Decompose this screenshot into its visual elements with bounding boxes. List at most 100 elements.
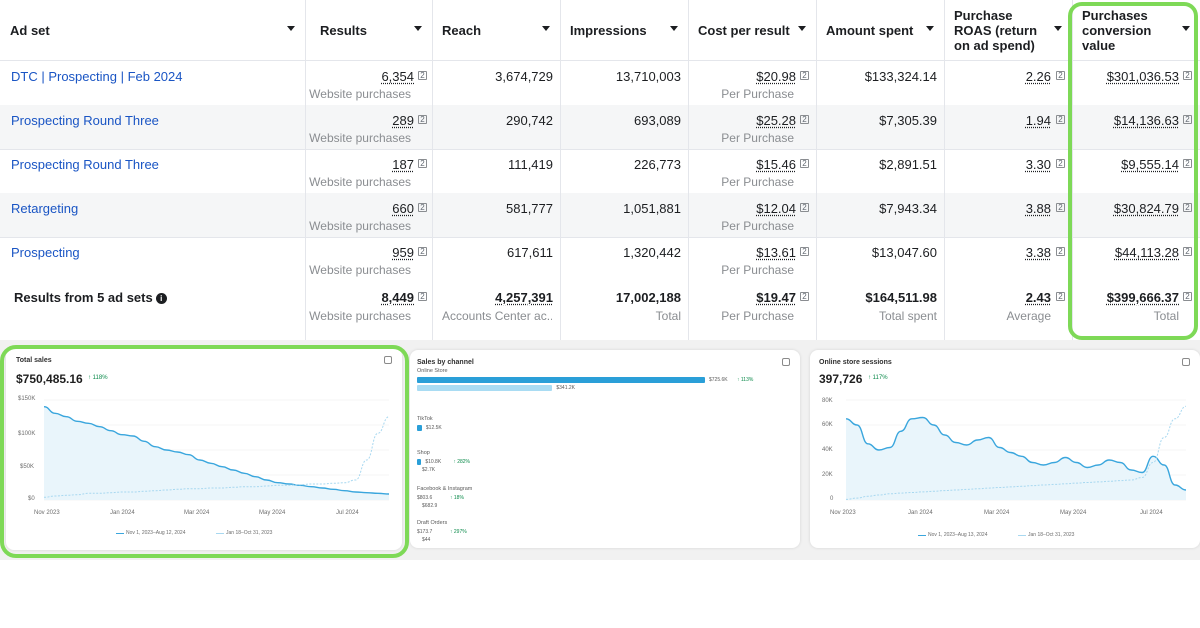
- y-tick-label: $100K: [18, 431, 36, 437]
- column-header-purchase-roas[interactable]: Purchase ROAS (return on ad spend): [944, 0, 1072, 60]
- caret-down-icon[interactable]: [542, 26, 550, 31]
- total-impressions: 17,002,188: [615, 290, 681, 305]
- cell-results[interactable]: 289: [392, 113, 414, 128]
- cell-reach: 290,742: [506, 113, 553, 128]
- channel-delta: ↑ 297%: [450, 529, 467, 535]
- column-header-amount-spent[interactable]: Amount spent: [816, 0, 944, 60]
- footnote-badge: 2: [800, 203, 809, 212]
- footnote-badge: 2: [800, 115, 809, 124]
- channel-bar: [417, 377, 705, 383]
- total-results[interactable]: 8,449: [381, 290, 414, 305]
- total-roas[interactable]: 2.43: [1025, 290, 1051, 305]
- card-menu-icon[interactable]: [1182, 358, 1190, 366]
- column-divider: [944, 0, 945, 340]
- column-header-purchases-conversion-value[interactable]: Purchases conversion value: [1072, 0, 1200, 60]
- cell-reach: 617,611: [506, 245, 553, 260]
- ad-set-name-link[interactable]: Retargeting: [11, 201, 79, 216]
- channel-name: TikTok: [417, 416, 433, 422]
- cell-cost[interactable]: $13.61: [756, 245, 796, 260]
- cell-roas[interactable]: 3.88: [1025, 201, 1051, 216]
- cell-cost[interactable]: $25.28: [756, 113, 796, 128]
- column-header-reach[interactable]: Reach: [432, 0, 560, 60]
- cell-roas[interactable]: 1.94: [1025, 113, 1051, 128]
- card-menu-icon[interactable]: [384, 356, 392, 364]
- footnote-badge: 2: [800, 71, 809, 80]
- cell-cost-sub: Per Purchase: [721, 175, 794, 189]
- legend-swatch-current: [918, 535, 926, 536]
- footnote-badge: 2: [1183, 292, 1192, 301]
- cell-value[interactable]: $9,555.14: [1121, 157, 1179, 172]
- cell-value[interactable]: $301,036.53: [1106, 69, 1179, 84]
- total-cost[interactable]: $19.47: [756, 290, 796, 305]
- legend-label: Nov 1, 2023–Aug 13, 2024: [928, 532, 988, 538]
- footnote-badge: 2: [800, 292, 809, 301]
- cell-roas[interactable]: 3.30: [1025, 157, 1051, 172]
- channel-value: $12.5K: [425, 425, 442, 431]
- channel-delta: ↑ 18%: [450, 495, 464, 501]
- cell-results[interactable]: 6,354: [381, 69, 414, 84]
- ad-set-name-link[interactable]: Prospecting: [11, 245, 80, 260]
- cell-cost[interactable]: $15.46: [756, 157, 796, 172]
- column-label: Purchases conversion value: [1082, 7, 1152, 53]
- info-icon[interactable]: i: [155, 293, 167, 304]
- channel-bar: [417, 459, 422, 465]
- cell-cost[interactable]: $20.98: [756, 69, 796, 84]
- card-menu-icon[interactable]: [782, 358, 790, 366]
- total-value[interactable]: $399,666.37: [1106, 290, 1179, 305]
- column-header-ad-set[interactable]: Ad set: [0, 0, 305, 60]
- series-area-current: [44, 406, 389, 500]
- footnote-badge: 2: [418, 159, 427, 168]
- cell-spent: $133,324.14: [864, 69, 937, 84]
- table-row: Prospecting Round Three 187 2 Website purch…: [0, 149, 1200, 193]
- footnote-badge: 2: [1056, 203, 1065, 212]
- ad-set-name-link[interactable]: Prospecting Round Three: [11, 157, 159, 172]
- caret-down-icon[interactable]: [798, 26, 806, 31]
- column-header-results[interactable]: Results: [310, 0, 432, 60]
- footnote-badge: 2: [1056, 159, 1065, 168]
- cell-spent: $2,891.51: [879, 157, 937, 172]
- total-reach[interactable]: 4,257,391: [495, 290, 553, 305]
- sales-by-channel-card: Sales by channel Online Store $725.6K ↑ 11…: [410, 350, 800, 548]
- footnote-badge: 2: [418, 115, 427, 124]
- cell-results[interactable]: 660: [392, 201, 414, 216]
- caret-down-icon[interactable]: [926, 26, 934, 31]
- cell-roas[interactable]: 3.38: [1025, 245, 1051, 260]
- cell-value[interactable]: $44,113.28: [1114, 245, 1179, 260]
- cell-reach: 111,419: [507, 157, 553, 172]
- ad-set-name-link[interactable]: DTC | Prospecting | Feb 2024: [11, 69, 183, 84]
- card-title: Online store sessions: [819, 359, 892, 366]
- cell-value[interactable]: $30,824.79: [1113, 201, 1179, 216]
- channel-value: $10.8K: [425, 459, 442, 465]
- caret-down-icon[interactable]: [670, 26, 678, 31]
- caret-down-icon[interactable]: [414, 26, 422, 31]
- cell-results[interactable]: 187: [392, 157, 414, 172]
- column-label: Cost per result: [698, 22, 790, 38]
- cell-results-sub: Website purchases: [309, 175, 411, 189]
- card-value: $750,485.16: [16, 372, 83, 386]
- total-spent-sub: Total spent: [878, 309, 937, 323]
- footnote-badge: 2: [418, 247, 427, 256]
- card-delta: ↑ 118%: [88, 375, 108, 381]
- column-header-impressions[interactable]: Impressions: [560, 0, 688, 60]
- cell-cost[interactable]: $12.04: [756, 201, 796, 216]
- channel-value-previous: $44: [422, 537, 431, 543]
- column-divider: [816, 0, 817, 340]
- caret-down-icon[interactable]: [287, 26, 295, 31]
- cell-results[interactable]: 959: [392, 245, 414, 260]
- ad-set-name-link[interactable]: Prospecting Round Three: [11, 113, 159, 128]
- row-divider: [0, 237, 1200, 238]
- total-label: Results from 5 ad sets i: [14, 290, 167, 305]
- y-tick-label: $50K: [20, 464, 35, 470]
- footnote-badge: 2: [1183, 115, 1192, 124]
- cell-roas[interactable]: 2.26: [1025, 69, 1051, 84]
- caret-down-icon[interactable]: [1054, 26, 1062, 31]
- cell-value[interactable]: $14,136.63: [1113, 113, 1179, 128]
- cell-spent: $13,047.60: [871, 245, 937, 260]
- card-title: Total sales: [16, 357, 52, 364]
- total-cost-sub: Per Purchase: [721, 309, 794, 323]
- total-sales-line-chart: [43, 399, 390, 501]
- column-header-cost-per-result[interactable]: Cost per result: [688, 0, 816, 60]
- channel-bar-previous: [417, 385, 553, 391]
- cell-impressions: 1,320,442: [623, 245, 681, 260]
- caret-down-icon[interactable]: [1182, 26, 1190, 31]
